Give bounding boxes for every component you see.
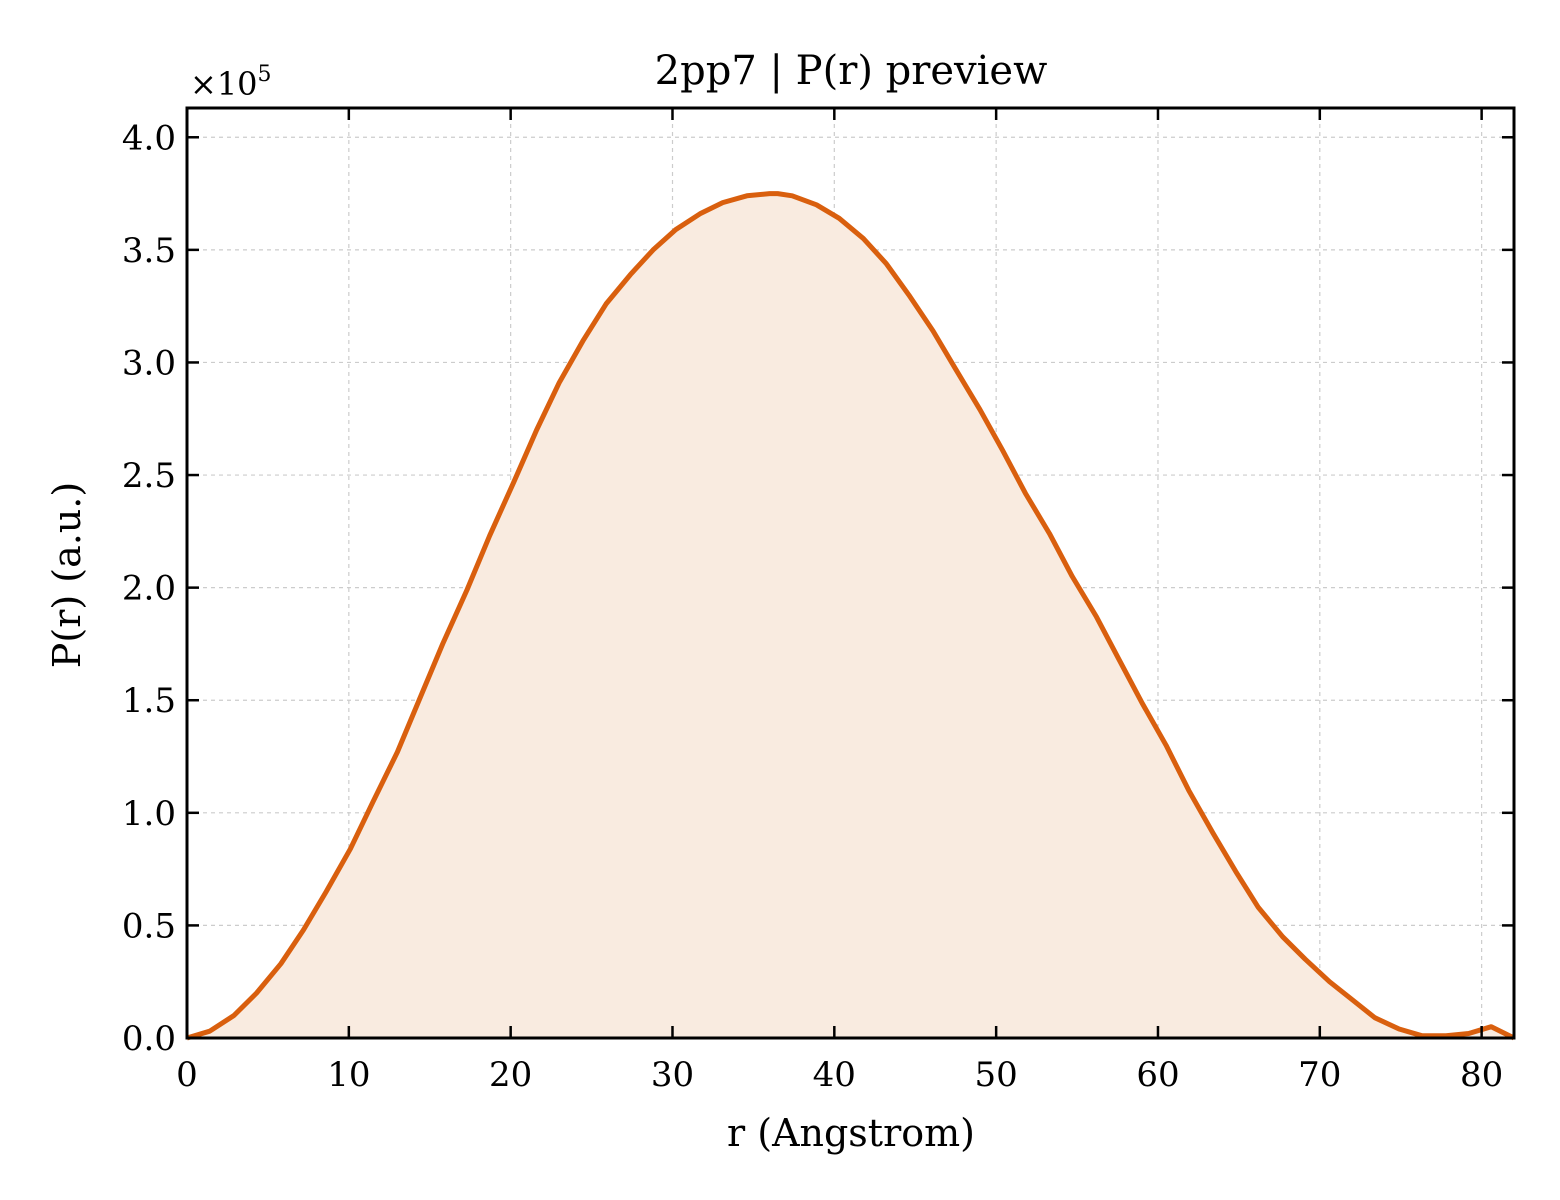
y-tick-label: 2.0: [122, 569, 176, 609]
x-tick-label: 30: [651, 1055, 694, 1095]
x-tick-label: 40: [813, 1055, 856, 1095]
x-tick-label: 20: [489, 1055, 532, 1095]
distribution-area-fill: [187, 193, 1514, 1039]
y-tick-label: 2.5: [122, 456, 176, 496]
y-axis-label: P(r) (a.u.): [45, 482, 89, 668]
y-multiplier-exponent: 5: [258, 62, 272, 87]
x-tick-label: 80: [1460, 1055, 1503, 1095]
y-tick-label: 1.0: [122, 794, 176, 834]
distribution-line: [186, 191, 1516, 1041]
x-tick-label: 50: [975, 1055, 1018, 1095]
y-tick-label: 0.0: [122, 1019, 176, 1059]
plot-frame: [185, 106, 1516, 1040]
x-tick-label: 70: [1298, 1055, 1341, 1095]
x-tick-label: 60: [1136, 1055, 1179, 1095]
y-tick-label: 3.0: [122, 343, 176, 383]
chart-title: 2pp7 | P(r) preview: [655, 48, 1048, 94]
x-axis-label: r (Angstrom): [727, 1111, 975, 1155]
x-tick-label: 0: [176, 1055, 198, 1095]
x-tick-label: 10: [327, 1055, 370, 1095]
y-tick-label: 1.5: [122, 681, 176, 721]
y-tick-label: 3.5: [122, 231, 176, 271]
y-multiplier: ×105: [190, 62, 272, 103]
x-axis: 0 10 20 30 40 50 60 70 80: [176, 108, 1503, 1095]
y-tick-label: 4.0: [122, 118, 176, 158]
y-tick-label: 0.5: [122, 906, 176, 946]
y-multiplier-base: ×10: [190, 65, 258, 103]
y-axis: 0.0 0.5 1.0 1.5 2.0 2.5 3.0 3.5 4.0: [122, 118, 1514, 1059]
